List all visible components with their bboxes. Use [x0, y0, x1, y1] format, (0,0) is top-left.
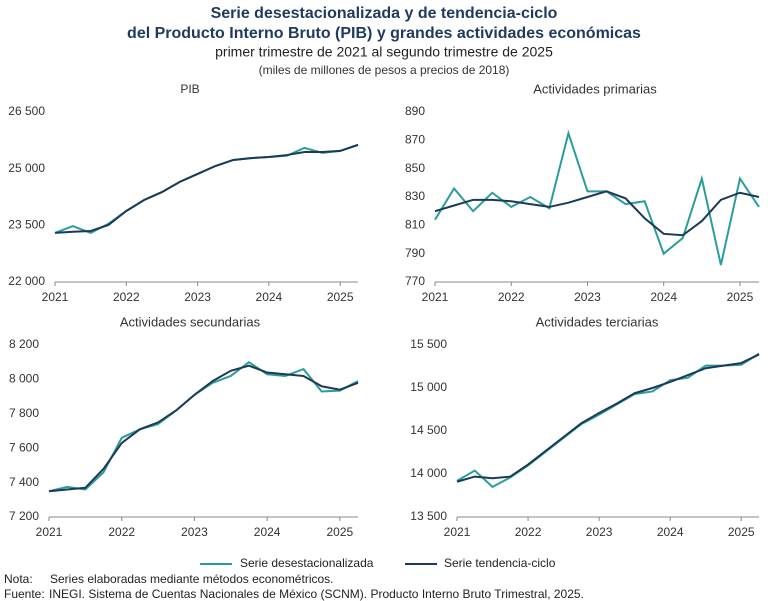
x-tick-label: 2022 [515, 525, 542, 539]
x-tick-label: 2024 [254, 525, 281, 539]
x-tick-label: 2024 [256, 290, 283, 304]
x-tick-label: 2024 [657, 525, 684, 539]
y-tick-label: 23 500 [8, 218, 45, 232]
title-line: Serie desestacionalizada y de tendencia-… [211, 5, 558, 22]
series-line [48, 364, 359, 493]
x-tick-label: 2021 [422, 290, 449, 304]
source-label: Fuente: [4, 587, 45, 601]
x-tick-label: 2023 [586, 525, 613, 539]
series-line [456, 353, 760, 483]
y-tick-label: 870 [405, 133, 425, 147]
y-tick-label: 7 200 [9, 509, 39, 523]
x-tick-label: 2025 [326, 525, 353, 539]
y-tick-label: 7 800 [9, 406, 39, 420]
subplot-title: Actividades primarias [533, 81, 657, 96]
subplot-title: PIB [180, 82, 199, 96]
x-tick-label: 2021 [36, 525, 63, 539]
y-tick-label: 13 500 [410, 509, 447, 523]
note: Series elaboradas mediante métodos econo… [50, 572, 334, 586]
x-tick-label: 2025 [327, 290, 354, 304]
title-line: del Producto Interno Bruto (PIB) y grand… [127, 25, 641, 42]
y-tick-label: 25 000 [8, 161, 45, 175]
y-tick-label: 7 600 [9, 440, 39, 454]
series-line [456, 352, 760, 489]
series-line [54, 143, 359, 234]
y-tick-label: 7 400 [9, 475, 39, 489]
y-tick-label: 770 [405, 274, 425, 288]
note-label: Nota: [4, 572, 33, 586]
y-tick-label: 790 [405, 246, 425, 260]
x-tick-label: 2021 [42, 290, 69, 304]
subtitle: primer trimestre de 2021 al segundo trim… [215, 44, 553, 60]
y-tick-label: 14 000 [410, 466, 447, 480]
y-tick-label: 890 [405, 104, 425, 118]
x-tick-label: 2022 [113, 290, 140, 304]
legend-label: Serie tendencia-ciclo [444, 556, 556, 570]
series-line [434, 129, 760, 266]
units: (miles de millones de pesos a precios de… [259, 63, 510, 77]
y-tick-label: 15 000 [410, 380, 447, 394]
y-tick-label: 810 [405, 218, 425, 232]
y-tick-label: 850 [405, 161, 425, 175]
x-tick-label: 2023 [184, 290, 211, 304]
subplot-title: Actividades secundarias [120, 314, 261, 329]
series-line [54, 143, 359, 234]
y-tick-label: 14 500 [410, 423, 447, 437]
y-tick-label: 8 200 [9, 337, 39, 351]
series-line [434, 190, 760, 237]
x-tick-label: 2025 [727, 290, 754, 304]
x-tick-label: 2022 [108, 525, 135, 539]
y-tick-label: 8 000 [9, 372, 39, 386]
y-tick-label: 22 000 [8, 274, 45, 288]
x-tick-label: 2021 [444, 525, 471, 539]
y-tick-label: 15 500 [410, 337, 447, 351]
x-tick-label: 2023 [181, 525, 208, 539]
y-tick-label: 26 500 [8, 104, 45, 118]
source: INEGI. Sistema de Cuentas Nacionales de … [49, 587, 584, 601]
x-tick-label: 2022 [498, 290, 525, 304]
x-tick-label: 2024 [650, 290, 677, 304]
x-tick-label: 2025 [728, 525, 755, 539]
y-tick-label: 830 [405, 189, 425, 203]
x-tick-label: 2023 [574, 290, 601, 304]
subplot-title: Actividades terciarias [536, 314, 659, 329]
legend-label: Serie desestacionalizada [240, 556, 374, 570]
